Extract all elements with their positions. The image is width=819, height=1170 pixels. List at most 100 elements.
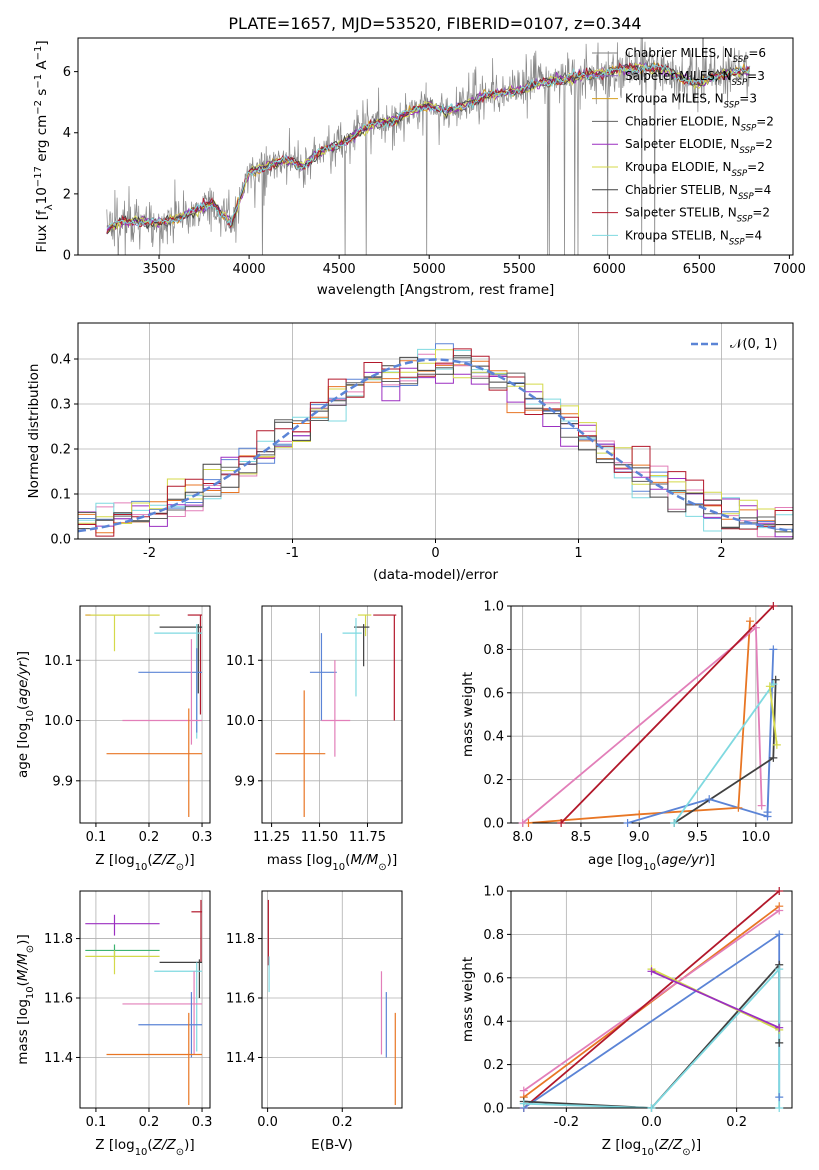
- y-tick-label: 0.2: [483, 1058, 504, 1073]
- series-line-5: [523, 966, 781, 1108]
- series-line-2: [523, 891, 780, 1108]
- y-tick-label: 0.0: [50, 533, 71, 548]
- series-marker: [769, 645, 778, 654]
- series-line-1: [522, 625, 763, 823]
- series-line-7: [651, 970, 780, 1029]
- panel-mass-vs-Z: 0.1 0.2 0.3 11.4 11.6 11.8 Z [log10(Z/Z⊙)] mass…: [15, 890, 212, 1158]
- series-marker: [635, 810, 644, 819]
- gaussian-curve: [78, 358, 793, 533]
- y-tick-label: 0: [63, 249, 71, 264]
- x-tick-label: 11.25: [253, 830, 290, 845]
- series-marker: [775, 965, 784, 974]
- model-spectrum-8: [106, 62, 750, 229]
- y-tick-label: 6: [63, 65, 71, 80]
- x-tick-label: 7000: [773, 262, 806, 277]
- y-tick-label: 10.1: [44, 654, 73, 669]
- axes-frame: [510, 605, 793, 824]
- y-tick-label: 0.3: [50, 398, 71, 413]
- x-tick-label: 9.5: [687, 830, 708, 845]
- legend-label: Salpeter MILES, NSSP=3: [625, 69, 765, 88]
- y-tick-label: 0.1: [50, 488, 71, 503]
- axes-frame: [261, 890, 403, 1109]
- plot-area-mass-vs-EBV: [267, 899, 396, 1106]
- x-tick-label: 5000: [413, 262, 446, 277]
- y-tick-label: 11.8: [44, 932, 73, 947]
- series-marker: [775, 1093, 784, 1102]
- axes-frame: [79, 605, 211, 824]
- y-tick-label: 10.0: [226, 714, 255, 729]
- legend-label: 𝒩(0, 1): [730, 337, 777, 352]
- axes-frame: [261, 605, 403, 824]
- x-tick-label: 6000: [593, 262, 626, 277]
- x-tick-label: 3500: [142, 262, 175, 277]
- series-marker: [771, 675, 780, 684]
- legend-label: Salpeter ELODIE, NSSP=2: [625, 137, 773, 156]
- panel-age-vs-Z: 0.1 0.2 0.3 9.9 10.0 10.1 Z [log10(Z/Z⊙)] age […: [15, 605, 212, 873]
- series-marker: [763, 808, 772, 817]
- x-tick-label: 11.75: [349, 830, 386, 845]
- x-tick-label: 0.2: [139, 1115, 160, 1130]
- y-tick-label: 2: [63, 187, 71, 202]
- x-tick-label: 8.5: [571, 830, 592, 845]
- y-tick-label: 0.6: [483, 971, 504, 986]
- series-marker: [557, 819, 566, 827]
- x-tick-label: 1: [574, 546, 582, 561]
- y-axis-label: mass weight: [460, 957, 476, 1042]
- y-tick-label: 0.4: [483, 730, 504, 745]
- model-spectrum-7: [106, 62, 750, 234]
- series-marker: [746, 617, 755, 626]
- panel-massweight-vs-Z: -0.2 0.0 0.2 0.0 0.2 0.4 0.6 0.8 1.0 Z [log10(Z/Z…: [460, 885, 793, 1158]
- x-tick-label: 0.1: [86, 1115, 107, 1130]
- y-tick-label: 11.6: [226, 992, 255, 1007]
- x-tick-label: -0.2: [554, 1115, 579, 1130]
- x-tick-label: 0.1: [86, 830, 107, 845]
- plot-area-massweight-vs-age: [522, 606, 778, 823]
- plot-area-massweight-vs-Z: [523, 891, 781, 1108]
- x-axis-label: age [log10(age/yr)]: [588, 852, 715, 873]
- y-tick-label: 11.4: [44, 1051, 73, 1066]
- legend-label: Chabrier STELIB, NSSP=4: [625, 183, 771, 202]
- series-marker: [670, 819, 679, 827]
- plot-area-residuals: [78, 343, 793, 538]
- series-marker: [775, 930, 784, 939]
- y-tick-label: 9.9: [234, 774, 255, 789]
- y-tick-label: 10.0: [44, 714, 73, 729]
- y-tick-label: 9.9: [52, 774, 73, 789]
- y-tick-label: 10.1: [226, 654, 255, 669]
- legend-label: Kroupa MILES, NSSP=3: [625, 92, 757, 111]
- series-marker: [775, 1023, 784, 1032]
- y-tick-label: 0.0: [483, 1102, 504, 1117]
- y-tick-label: 1.0: [483, 600, 504, 615]
- series-marker: [765, 682, 774, 691]
- x-axis-label: Z [log10(Z/Z⊙)]: [602, 1137, 701, 1158]
- series-marker: [772, 740, 781, 749]
- x-tick-label: -2: [143, 546, 156, 561]
- x-axis-label: wavelength [Angstrom, rest frame]: [317, 282, 555, 298]
- y-tick-label: 0.2: [483, 773, 504, 788]
- x-tick-label: 6500: [683, 262, 716, 277]
- x-tick-label: 0.2: [332, 1115, 353, 1130]
- y-tick-label: 11.6: [44, 992, 73, 1007]
- panel-age-vs-mass: 11.25 11.50 11.75 9.9 10.0 10.1 mass [log10(M/…: [226, 605, 403, 873]
- legend-label: Salpeter STELIB, NSSP=2: [625, 206, 770, 225]
- panel-massweight-vs-age: 8.0 8.5 9.0 9.5 10.0 0.0 0.2 0.4 0.6 0.8 1.0 age [l…: [460, 600, 793, 873]
- x-tick-label: 9.0: [629, 830, 650, 845]
- x-tick-label: 0.0: [257, 1115, 278, 1130]
- series-marker: [751, 623, 760, 632]
- series-marker: [519, 1086, 528, 1095]
- axes-frame: [77, 37, 794, 256]
- series-marker: [518, 819, 527, 827]
- y-tick-label: 4: [63, 126, 71, 141]
- series-line-0: [528, 621, 751, 823]
- y-tick-label: 0.0: [483, 817, 504, 832]
- y-tick-label: 0.4: [50, 353, 71, 368]
- y-tick-label: 0.6: [483, 686, 504, 701]
- x-axis-label: Z [log10(Z/Z⊙)]: [95, 852, 194, 873]
- plot-area-mass-vs-Z: [85, 899, 203, 1106]
- panel-mass-vs-EBV: 0.0 0.2 11.4 11.6 11.8 E(B-V): [226, 890, 403, 1153]
- y-tick-label: 0.4: [483, 1015, 504, 1030]
- y-axis-label: Normed distribution: [26, 364, 42, 499]
- x-tick-label: 4500: [323, 262, 356, 277]
- x-tick-label: 10.0: [741, 830, 770, 845]
